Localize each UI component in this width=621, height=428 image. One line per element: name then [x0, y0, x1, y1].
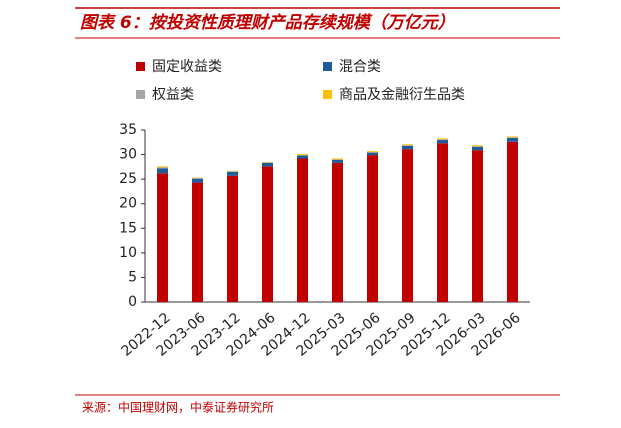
bar-segment [157, 168, 168, 173]
legend-swatch [136, 62, 145, 71]
bar-segment [332, 159, 343, 160]
bar-segment [262, 166, 273, 302]
y-tick-label: 10 [119, 245, 137, 261]
bar-segment [437, 138, 448, 139]
bar-segment [367, 153, 378, 155]
bar-segment [402, 146, 413, 149]
bar-segment [472, 147, 483, 150]
y-tick-label: 0 [128, 294, 137, 310]
y-tick-label: 5 [128, 269, 137, 285]
source: 来源：中国理财网，中泰证券研究所 [82, 400, 274, 415]
bar-segment [297, 154, 308, 155]
bar-segment [507, 142, 518, 302]
bar-segment [332, 160, 343, 163]
bar-segment [332, 163, 343, 302]
legend-swatch [136, 90, 145, 99]
legend-swatch [323, 90, 332, 99]
y-tick-label: 35 [119, 122, 137, 138]
bar-segment [227, 176, 238, 302]
bar-segment [472, 150, 483, 302]
bar-segment [157, 167, 168, 168]
bar-segment [367, 155, 378, 302]
y-tick-label: 25 [119, 171, 137, 187]
bar-segment [367, 151, 378, 152]
y-tick-label: 30 [119, 147, 137, 163]
bar-segment [437, 143, 448, 302]
y-tick-label: 15 [119, 220, 137, 236]
legend-label: 商品及金融衍生品类 [339, 87, 465, 103]
bar-segment [297, 159, 308, 302]
legend-swatch [323, 62, 332, 71]
bar-segment [402, 149, 413, 302]
chart-title: 图表 6：按投资性质理财产品存续规模（万亿元） [80, 13, 455, 33]
bar-segment [192, 183, 203, 302]
y-tick-label: 20 [119, 196, 137, 212]
bar-segment [262, 163, 273, 166]
bar-segment [157, 166, 168, 167]
bar-segment [297, 156, 308, 159]
bar-segment [402, 144, 413, 145]
bar-segment [507, 136, 518, 137]
bar-segment [472, 145, 483, 146]
bar-segment [227, 172, 238, 176]
bar-segment [157, 173, 168, 302]
legend-label: 混合类 [339, 59, 381, 75]
bar-segment [192, 179, 203, 183]
legend-label: 权益类 [152, 87, 194, 103]
bar-segment [437, 140, 448, 143]
legend-label: 固定收益类 [152, 59, 222, 75]
bar-segment [507, 138, 518, 142]
